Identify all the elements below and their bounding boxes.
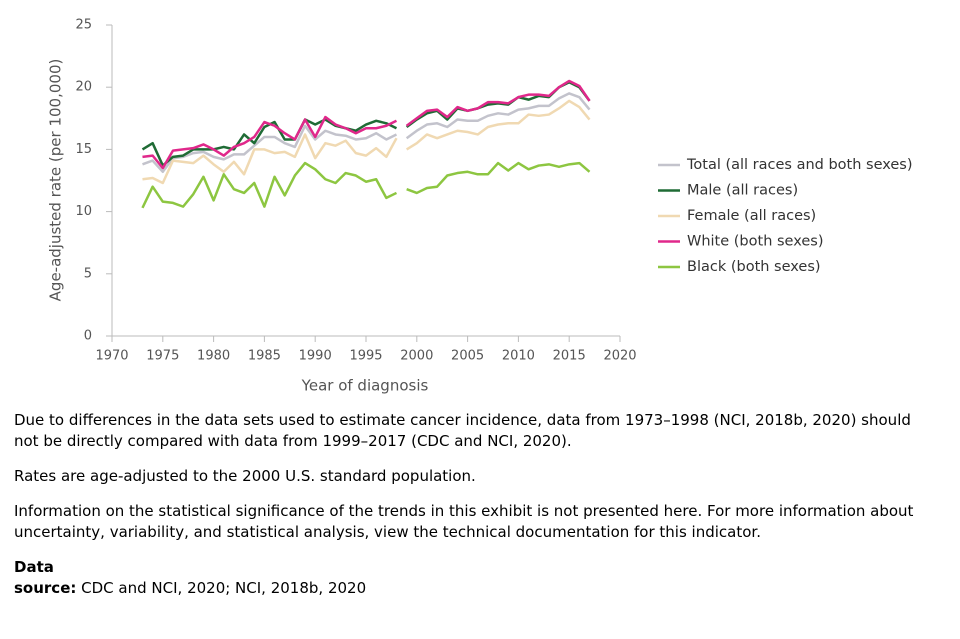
series-line [405, 99, 591, 151]
note: Information on the statistical significa… [14, 502, 914, 541]
x-tick-label: 1980 [197, 349, 230, 364]
y-tick-label: 5 [84, 266, 92, 281]
x-tick-label: 1995 [349, 349, 382, 364]
x-tick-label: 2005 [451, 349, 484, 364]
note: Rates are age-adjusted to the 2000 U.S. … [14, 467, 476, 485]
series-line [142, 115, 398, 170]
legend-text: Total (all races and both sexes) [686, 157, 913, 173]
series-line [142, 124, 398, 174]
x-tick-label: 1970 [95, 349, 128, 364]
note: Due to differences in the data sets used… [14, 411, 911, 450]
legend-text: Male (all races) [687, 183, 798, 199]
x-tick-label: 1990 [299, 349, 332, 364]
y-tick-label: 0 [84, 329, 92, 344]
x-tick-label: 2015 [553, 349, 586, 364]
y-tick-label: 20 [75, 80, 92, 95]
y-tick-label: 15 [75, 142, 92, 157]
notes: Due to differences in the data sets used… [14, 410, 914, 599]
source-text: CDC and NCI, 2020; NCI, 2018b, 2020 [81, 579, 367, 597]
source: Data source: CDC and NCI, 2020; NCI, 201… [14, 557, 914, 599]
chart: Year of diagnosis Age-adjusted rate (per… [47, 18, 913, 395]
source-heading: Data [14, 558, 54, 576]
series-line [141, 161, 398, 209]
x-tick-label: 2000 [400, 349, 433, 364]
source-label: source: [14, 579, 77, 597]
x-tick-label: 1975 [146, 349, 179, 364]
y-tick-label: 25 [75, 18, 92, 33]
legend-text: Female (all races) [687, 208, 816, 224]
x-tick-label: 2010 [502, 349, 535, 364]
series-line [141, 118, 398, 167]
y-axis-title: Age-adjusted rate (per 100,000) [47, 59, 65, 302]
legend-text: White (both sexes) [687, 234, 823, 250]
x-tick-label: 1985 [248, 349, 281, 364]
series-line [405, 92, 591, 140]
legend-text: Black (both sexes) [687, 259, 821, 275]
series-line [142, 133, 398, 185]
x-axis-title: Year of diagnosis [301, 377, 429, 395]
y-tick-label: 10 [75, 204, 92, 219]
x-tick-label: 2020 [603, 349, 636, 364]
series-line [406, 161, 591, 195]
series-line [405, 79, 591, 127]
